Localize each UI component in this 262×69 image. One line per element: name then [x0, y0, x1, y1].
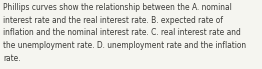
Text: rate.: rate.: [3, 54, 21, 63]
Text: inflation and the nominal interest rate. C. real interest rate and: inflation and the nominal interest rate.…: [3, 28, 241, 37]
Text: interest rate and the real interest rate. B. expected rate of: interest rate and the real interest rate…: [3, 16, 223, 24]
Text: Phillips curves show the relationship between the A. nominal: Phillips curves show the relationship be…: [3, 3, 232, 12]
Text: the unemployment rate. D. unemployment rate and the inflation: the unemployment rate. D. unemployment r…: [3, 41, 246, 50]
